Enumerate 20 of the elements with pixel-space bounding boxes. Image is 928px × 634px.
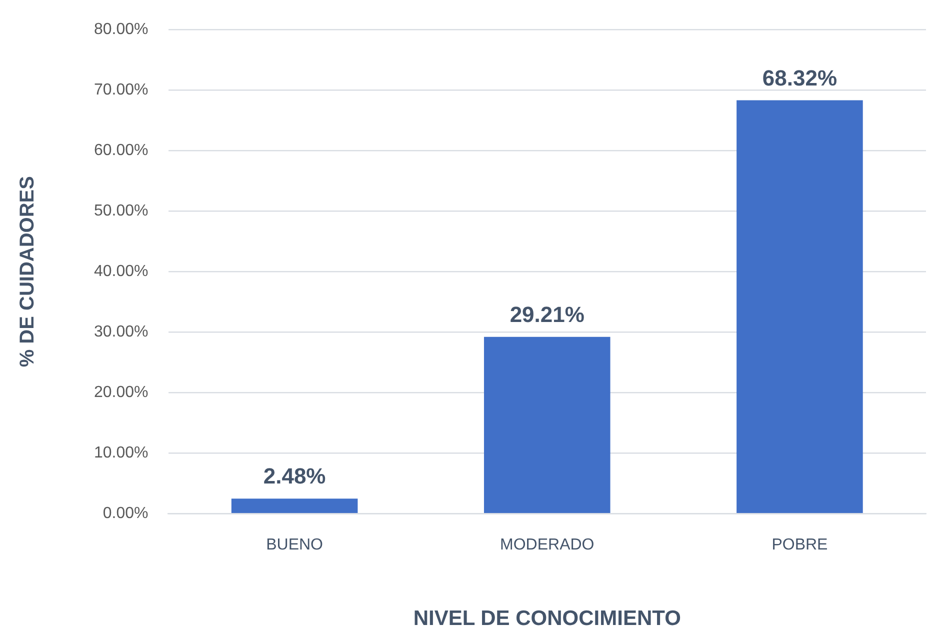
y-tick-label: 20.00%	[94, 384, 148, 402]
y-tick-label: 50.00%	[94, 202, 148, 220]
x-axis-title: NIVEL DE CONOCIMIENTO	[413, 607, 681, 630]
x-tick-label: MODERADO	[500, 536, 594, 554]
bar	[736, 100, 863, 513]
y-tick-label: 60.00%	[94, 142, 148, 160]
y-tick-label: 0.00%	[102, 505, 148, 522]
data-label: 68.32%	[762, 65, 838, 90]
data-label: 29.21%	[510, 302, 584, 327]
bar	[484, 336, 610, 513]
y-tick-label: 70.00%	[94, 82, 148, 99]
y-tick-label: 80.00%	[94, 21, 148, 38]
x-tick-label: POBRE	[772, 536, 828, 554]
bar	[231, 498, 358, 513]
y-axis-title: % DE CUIDADORES	[16, 176, 39, 368]
y-tick-label: 40.00%	[94, 263, 148, 280]
x-tick-label: BUENO	[266, 536, 324, 554]
data-label: 2.48%	[263, 464, 326, 489]
y-tick-label: 30.00%	[94, 324, 148, 341]
y-tick-label: 10.00%	[94, 444, 148, 462]
